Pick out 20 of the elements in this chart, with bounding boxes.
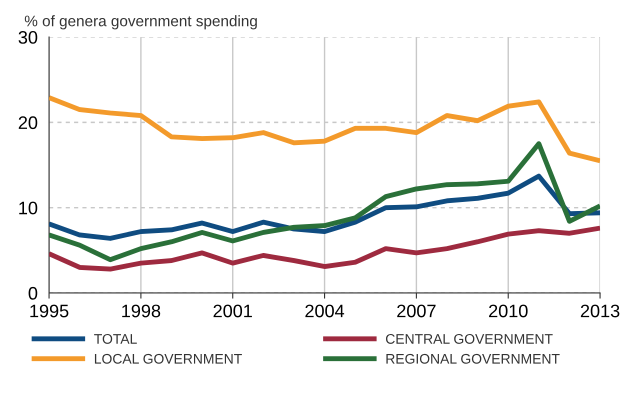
y-tick-label: 20 (18, 116, 38, 130)
x-tick-label: 2001 (214, 304, 252, 318)
legend-label: LOCAL GOVERNMENT (94, 354, 242, 364)
x-tick-label: 1998 (122, 304, 160, 318)
legend-label: CENTRAL GOVERNMENT (386, 334, 553, 344)
y-tick-label: 30 (18, 31, 38, 44)
line-series (49, 226, 600, 272)
y-axis-title: % of genera government spending (24, 15, 257, 30)
legend-label: REGIONAL GOVERNMENT (386, 354, 560, 364)
legend-label: TOTAL (94, 334, 137, 344)
x-tick-label: 2007 (397, 304, 436, 318)
y-tick-label: 0 (28, 286, 38, 300)
x-tick-label: 1995 (30, 304, 68, 318)
x-tick-label: 2004 (305, 304, 344, 318)
x-tick-label: 2010 (489, 304, 528, 318)
line-series (49, 141, 600, 262)
line-series (49, 174, 600, 241)
x-tick-label: 2013 (580, 304, 620, 318)
y-tick-label: 10 (19, 202, 38, 214)
line-series (49, 95, 600, 164)
